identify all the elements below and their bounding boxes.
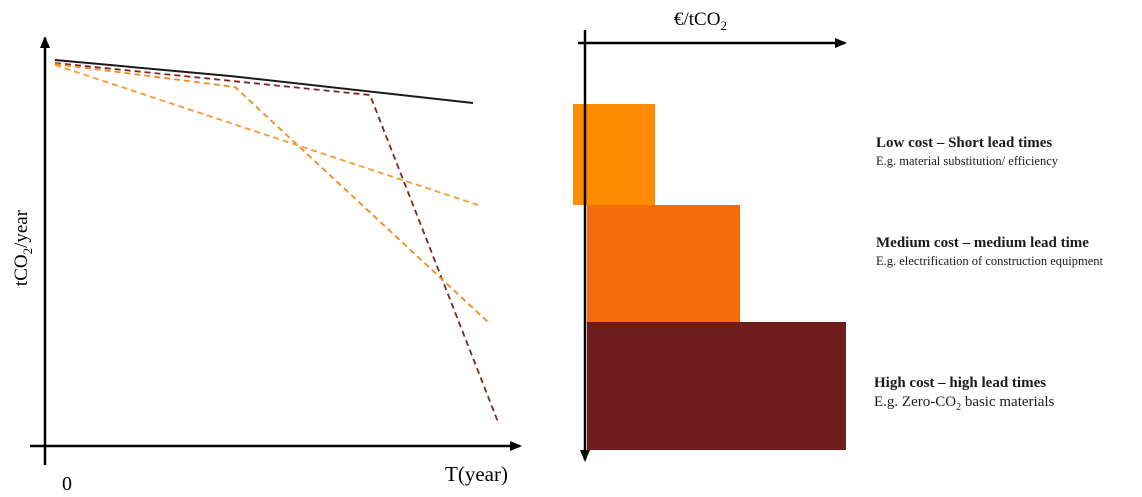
high-cost-category: High cost – high lead times E.g. Zero-CO…	[874, 374, 1136, 417]
low-cost-pathway-line	[54, 64, 479, 206]
origin-label: 0	[62, 473, 72, 495]
medium-cost-pathway-line	[54, 63, 489, 323]
right-axis-label: €/tCO2	[674, 9, 727, 33]
high-cost-pathway-line	[54, 62, 499, 423]
low-cost-description: E.g. material substitution/ efficiency	[876, 154, 1059, 168]
high-cost-bar	[587, 322, 846, 450]
high-cost-description: E.g. Zero-CO2 basic materials	[874, 394, 1055, 413]
low-cost-title: Low cost – Short lead times	[876, 135, 1053, 151]
left-y-axis-label: tCO2/year	[11, 209, 35, 286]
medium-cost-category: Medium cost – medium lead time E.g. elec…	[876, 234, 1138, 269]
medium-cost-bar	[587, 205, 740, 322]
low-cost-bar	[573, 104, 655, 205]
high-cost-title: High cost – high lead times	[874, 375, 1047, 391]
low-cost-category: Low cost – Short lead times E.g. materia…	[876, 134, 1138, 169]
medium-cost-title: Medium cost – medium lead time	[876, 235, 1089, 251]
medium-cost-description: E.g. electrification of construction equ…	[876, 254, 1104, 268]
baseline-emissions-line	[54, 59, 474, 104]
left-x-axis-label: T(year)	[445, 462, 508, 486]
